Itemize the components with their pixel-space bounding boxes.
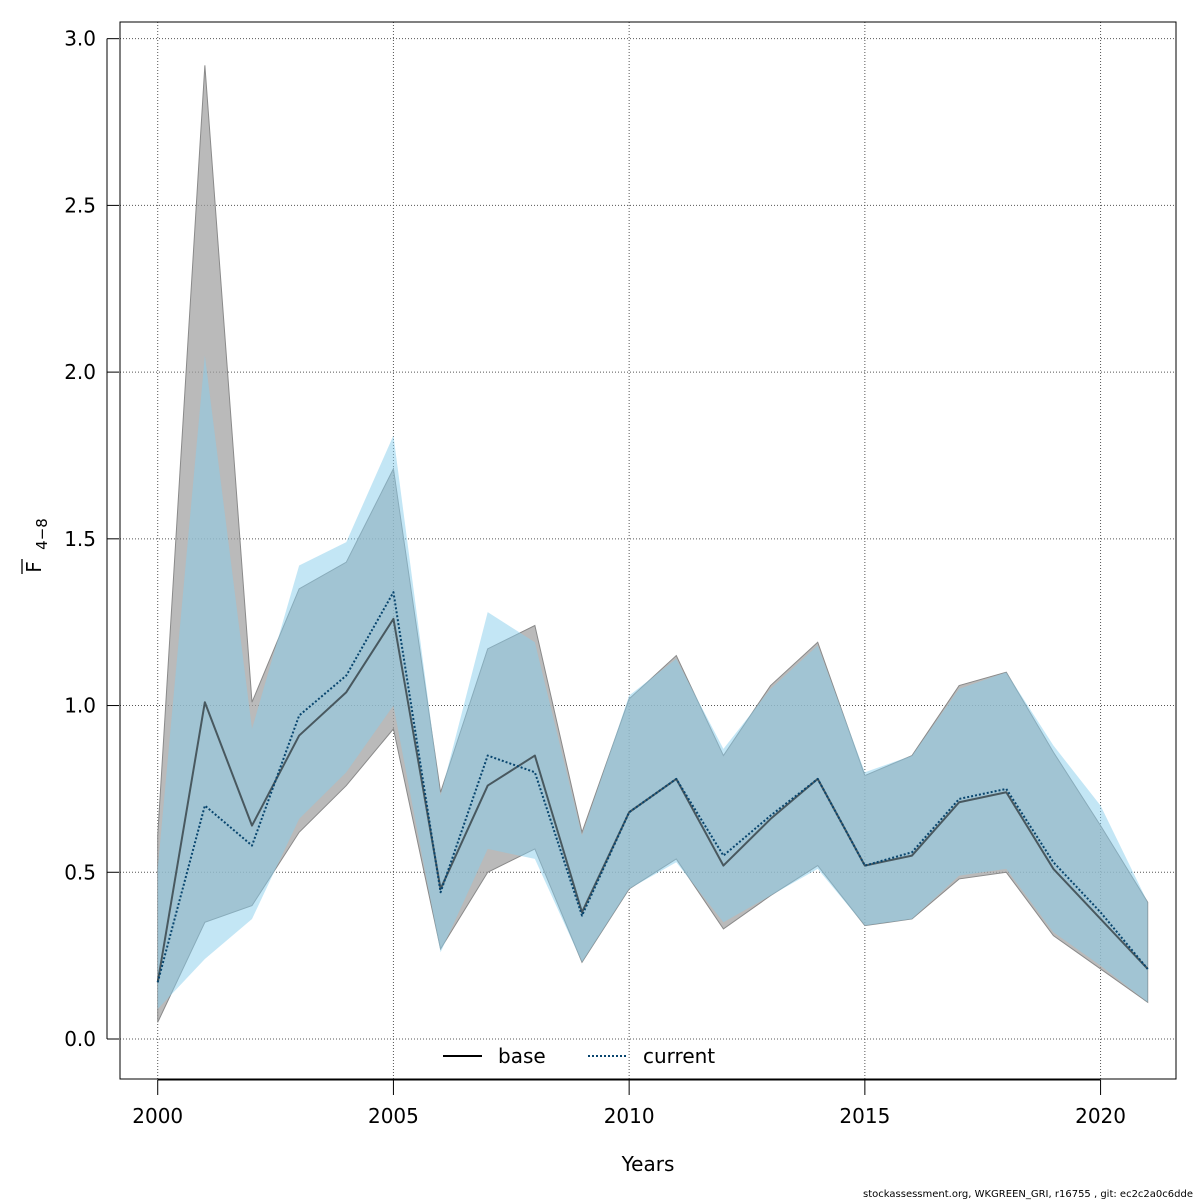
y-tick-label-6: 3.0 <box>64 27 96 51</box>
plot-frame <box>119 21 1177 1080</box>
footer-note: stockassessment.org, WKGREEN_GRI, r16755… <box>863 1189 1193 1200</box>
y-tick-label-5: 2.5 <box>64 193 96 217</box>
y-tick-label-4: 2.0 <box>64 360 96 384</box>
y-tick-label-0: 0.0 <box>64 1027 96 1051</box>
x-axis: 2000 2005 2010 2015 2020 <box>132 1079 1126 1128</box>
confidence-bands <box>157 65 1149 1023</box>
x-tick-label-2010: 2010 <box>604 1104 655 1128</box>
legend-label-current: current <box>643 1044 715 1068</box>
y-tick-label-2: 1.0 <box>64 694 96 718</box>
y-axis-title-main: F <box>22 561 46 573</box>
x-tick-label-2000: 2000 <box>132 1104 183 1128</box>
y-tick-label-1: 0.5 <box>64 860 96 884</box>
y-axis-title: F 4−8 <box>21 518 51 574</box>
band-current <box>157 355 1148 1009</box>
y-axis-title-subscript: 4−8 <box>33 518 51 550</box>
x-tick-label-2020: 2020 <box>1075 1104 1126 1128</box>
series-lines <box>156 591 1149 983</box>
legend: base current <box>443 1044 715 1068</box>
x-axis-title: Years <box>621 1152 675 1176</box>
y-tick-label-3: 1.5 <box>64 527 96 551</box>
y-axis: 0.0 0.5 1.0 1.5 2.0 2.5 3.0 <box>64 27 119 1051</box>
legend-label-base: base <box>498 1044 546 1068</box>
x-tick-label-2015: 2015 <box>839 1104 890 1128</box>
series-line-current <box>156 591 1149 983</box>
x-tick-label-2005: 2005 <box>368 1104 419 1128</box>
